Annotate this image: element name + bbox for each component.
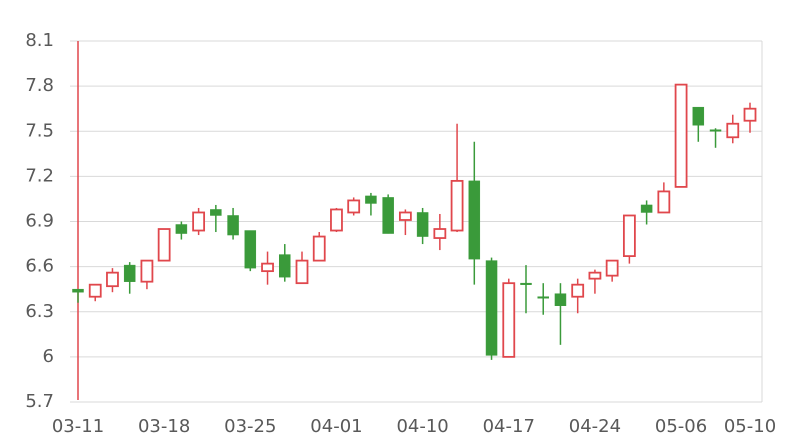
candle-body [72, 288, 84, 293]
candle-body [106, 271, 119, 288]
y-tick-label: 7.8 [25, 75, 54, 96]
y-tick-label: 6.6 [25, 256, 54, 277]
candle-body [123, 264, 136, 282]
candle-body [88, 283, 102, 298]
candle-body [502, 282, 516, 358]
candle-body [279, 254, 291, 278]
candle-body [210, 209, 222, 216]
candle-body [330, 208, 343, 232]
candle-body [743, 107, 757, 122]
y-tick-label: 8.1 [25, 30, 54, 51]
labels: 5.7 6 6.3 6.6 6.9 7.2 7.5 7.8 8.1 03-11 03-18 03-25… [25, 30, 776, 437]
candle-body [416, 212, 429, 237]
x-tick-label: 03-25 [224, 416, 276, 437]
y-tick-label: 6.3 [25, 301, 54, 322]
candle-body [192, 211, 206, 232]
candle-body [261, 262, 274, 273]
candle-body [485, 260, 498, 356]
x-tick-label: 03-11 [52, 416, 104, 437]
candle-body [450, 179, 464, 232]
grid [70, 40, 762, 403]
y-tick-label: 6 [43, 346, 54, 367]
candle-body [365, 195, 377, 204]
x-tick-label: 05-10 [724, 416, 776, 437]
candle-body [295, 259, 309, 285]
y-tick-label: 7.5 [25, 120, 54, 141]
candle-body [726, 122, 740, 139]
candle-body [571, 283, 585, 298]
candle-body [537, 296, 549, 299]
x-tick-label: 04-10 [396, 416, 448, 437]
candle-body [312, 235, 326, 262]
candle-body [692, 106, 705, 126]
x-tick-label: 04-24 [569, 416, 621, 437]
candle-body [398, 211, 412, 221]
x-tick-label: 04-17 [483, 416, 535, 437]
candle-body [622, 214, 636, 257]
x-tick-label: 04-01 [310, 416, 362, 437]
candle-body [605, 259, 619, 277]
candle-body [382, 197, 394, 234]
y-tick-label: 5.7 [25, 391, 54, 412]
candle-body [640, 204, 653, 213]
candle-body [468, 180, 481, 260]
candle-body [227, 215, 239, 236]
candle-body [347, 199, 361, 214]
candle-body [244, 230, 257, 269]
candles [72, 83, 757, 360]
candle-body [433, 228, 447, 239]
candle-body [588, 271, 602, 280]
candle-body [709, 129, 722, 132]
candle-body [657, 190, 671, 214]
y-tick-label: 6.9 [25, 211, 54, 232]
x-tick-label: 05-06 [655, 416, 707, 437]
x-tick-label: 03-18 [138, 416, 190, 437]
candle-body [157, 228, 171, 262]
candle-body [674, 83, 688, 188]
candle-body [140, 259, 154, 283]
candle-body [175, 224, 188, 234]
y-tick-label: 7.2 [25, 165, 54, 186]
candle-body [520, 282, 532, 285]
candle-body [554, 293, 567, 306]
